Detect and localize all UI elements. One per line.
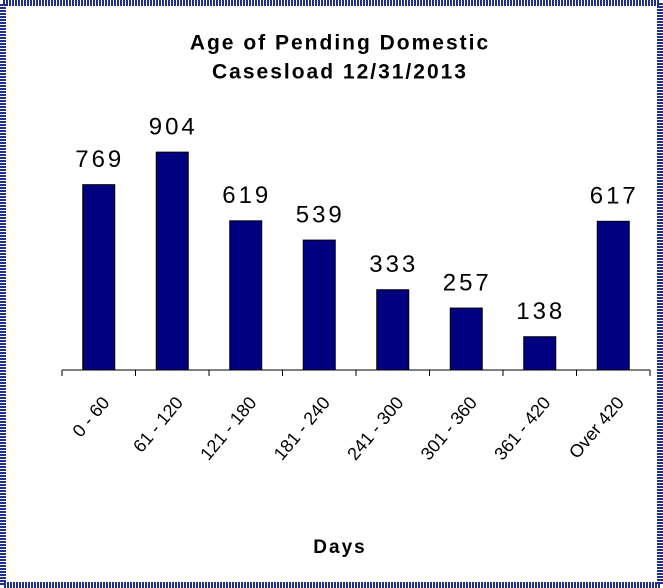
value-label: 138 <box>516 298 565 325</box>
value-label: 619 <box>222 182 271 209</box>
bar <box>82 184 116 371</box>
bar <box>229 220 263 371</box>
chart-title: Age of Pending Domestic <box>190 32 490 55</box>
value-label: 257 <box>443 269 492 296</box>
bar <box>376 289 410 371</box>
bar <box>155 151 189 371</box>
value-label: 769 <box>75 146 124 173</box>
value-label: 539 <box>296 201 345 228</box>
value-label: 617 <box>590 183 639 210</box>
bar <box>449 307 483 371</box>
bar <box>523 336 557 371</box>
value-label: 333 <box>369 251 418 278</box>
chart-title: Casesload 12/31/2013 <box>212 61 468 84</box>
bar <box>596 220 630 371</box>
x-axis-label: Days <box>313 537 366 558</box>
value-label: 904 <box>149 113 198 140</box>
bar <box>302 239 336 371</box>
